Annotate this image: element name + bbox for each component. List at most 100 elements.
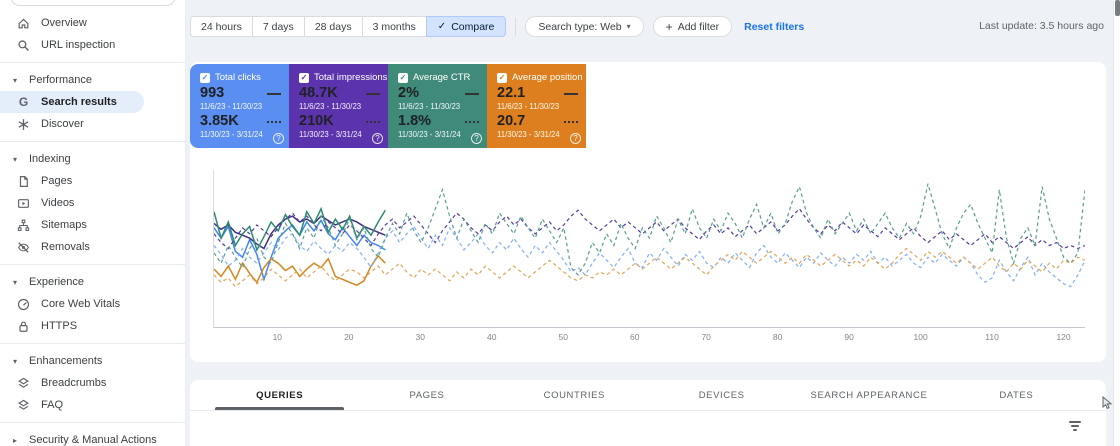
sidebar-item-removals[interactable]: Removals (0, 236, 185, 258)
x-tick-label: 10 (272, 332, 283, 342)
last-update-text: Last update: 3.5 hours ago (979, 20, 1104, 32)
sidebar-section-security-manual-actions[interactable]: ▸ Security & Manual Actions (0, 429, 185, 446)
filter-list-icon[interactable] (1068, 421, 1082, 433)
tabs-divider (190, 410, 1106, 411)
x-tick-label: 30 (415, 332, 425, 342)
sidebar-item-discover[interactable]: Discover (0, 113, 185, 135)
help-icon[interactable]: ? (471, 133, 482, 144)
x-tick-label: 90 (844, 332, 854, 342)
chart-line-average-position-11-6-23-11-30-23 (214, 256, 385, 285)
tab-devices[interactable]: DEVICES (648, 380, 795, 410)
x-tick-label: 70 (701, 332, 711, 342)
sidebar-item-label: FAQ (41, 399, 64, 411)
metric-checkbox[interactable]: ✓ (299, 72, 309, 83)
chevron-down-icon: ▾ (13, 154, 18, 164)
help-icon[interactable]: ? (273, 133, 284, 144)
pages-icon (17, 175, 30, 188)
compare-button[interactable]: ✓ Compare (425, 16, 507, 37)
tab-search-appearance[interactable]: SEARCH APPEARANCE (795, 380, 942, 410)
sidebar-item-url-inspection[interactable]: URL inspection (0, 34, 185, 56)
metric-card-label: Total impressions (314, 72, 388, 83)
reset-filters-link[interactable]: Reset filters (744, 20, 805, 33)
date-range-7-days-button[interactable]: 7 days (251, 16, 304, 37)
sidebar-section-label: Security & Manual Actions (29, 434, 157, 446)
sidebar-item-pages[interactable]: Pages (0, 170, 185, 192)
sidebar-item-https[interactable]: HTTPS (0, 315, 185, 337)
add-filter-button[interactable]: + Add filter (652, 16, 733, 37)
sidebar-section-label: Indexing (29, 153, 71, 165)
eye-off-icon (17, 241, 30, 254)
metric-card-average-ctr[interactable]: ✓ Average CTR 2% 11/6/23 - 11/30/23 1.8%… (388, 64, 487, 148)
metric-checkbox[interactable]: ✓ (200, 72, 210, 83)
metric-card-total-clicks[interactable]: ✓ Total clicks 993 11/6/23 - 11/30/23 3.… (190, 64, 289, 148)
sidebar-divider (0, 422, 185, 423)
x-tick-label: 20 (344, 332, 354, 342)
tab-label: PAGES (409, 389, 445, 401)
sidebar-item-label: Core Web Vitals (41, 298, 121, 310)
metric-value-period1: 22.1 (497, 85, 526, 101)
performance-panel: ✓ Total clicks 993 11/6/23 - 11/30/23 3.… (190, 62, 1106, 362)
tab-pages[interactable]: PAGES (353, 380, 500, 410)
metric-range-period1: 11/6/23 - 11/30/23 (497, 102, 560, 111)
layers-icon (17, 399, 30, 412)
sitemaps-icon (17, 219, 30, 232)
sidebar-item-core-web-vitals[interactable]: Core Web Vitals (0, 293, 185, 315)
sidebar-item-faq[interactable]: FAQ (0, 394, 185, 416)
dotted-line-sample-icon (564, 120, 578, 123)
tab-label: DEVICES (698, 389, 745, 401)
tab-countries[interactable]: COUNTRIES (501, 380, 648, 410)
scrollbar-thumb[interactable] (1115, 0, 1120, 16)
sidebar-item-label: Videos (41, 197, 75, 209)
metric-range-period1: 11/6/23 - 11/30/23 (398, 102, 461, 111)
sidebar-item-videos[interactable]: Videos (0, 192, 185, 214)
metric-card-label: Average CTR (413, 72, 471, 83)
metric-value-period1: 48.7K (299, 85, 338, 101)
sidebar-section-enhancements[interactable]: ▾ Enhancements (0, 350, 185, 372)
x-tick-label: 40 (487, 332, 497, 342)
x-tick-label: 120 (1056, 332, 1071, 342)
speedometer-icon (17, 298, 30, 311)
dotted-line-sample-icon (465, 120, 479, 123)
sidebar-item-search-results[interactable]: G Search results (0, 91, 144, 113)
help-icon[interactable]: ? (570, 133, 581, 144)
google-g-icon: G (18, 95, 29, 109)
date-range-24-hours-button[interactable]: 24 hours (190, 16, 252, 37)
dimensions-panel: QUERIES PAGES COUNTRIES DEVICES SEARCH A… (190, 380, 1106, 446)
page-scrollbar[interactable] (1113, 0, 1120, 446)
compare-label: Compare (451, 20, 495, 33)
x-tick-label: 80 (772, 332, 783, 342)
sidebar-item-label: URL inspection (41, 39, 116, 51)
metric-value-period2: 20.7 (497, 113, 526, 129)
metric-range-period2: 11/30/23 - 3/31/24 (299, 130, 362, 139)
sidebar-item-breadcrumbs[interactable]: Breadcrumbs (0, 372, 185, 394)
dotted-line-sample-icon (366, 120, 380, 123)
metric-checkbox[interactable]: ✓ (398, 72, 408, 83)
sidebar-section-indexing[interactable]: ▾ Indexing (0, 148, 185, 170)
sidebar-section-experience[interactable]: ▾ Experience (0, 271, 185, 293)
sidebar-item-label: Sitemaps (41, 219, 87, 231)
sidebar-item-overview[interactable]: Overview (0, 12, 185, 34)
sidebar-section-performance[interactable]: ▾ Performance (0, 69, 185, 91)
plus-icon: + (665, 19, 673, 34)
metric-card-average-position[interactable]: ✓ Average position 22.1 11/6/23 - 11/30/… (487, 64, 586, 148)
metric-checkbox[interactable]: ✓ (497, 72, 507, 83)
date-range-3-months-button[interactable]: 3 months (361, 16, 426, 37)
property-search-box[interactable] (10, 0, 176, 6)
search-type-dropdown[interactable]: Search type: Web ▾ (525, 16, 644, 37)
tab-dates[interactable]: DATES (943, 380, 1090, 410)
tab-label: QUERIES (256, 389, 304, 401)
tab-label: DATES (999, 389, 1034, 401)
date-range-28-days-button[interactable]: 28 days (303, 16, 362, 37)
chevron-down-icon: ▾ (13, 277, 18, 287)
metric-value-period2: 3.85K (200, 113, 239, 129)
performance-chart[interactable] (213, 170, 1085, 328)
metric-card-total-impressions[interactable]: ✓ Total impressions 48.7K 11/6/23 - 11/3… (289, 64, 388, 148)
chart-line-average-position-11-30-23-3-31-24 (214, 249, 1085, 287)
help-icon[interactable]: ? (372, 133, 383, 144)
sidebar-item-label: Breadcrumbs (41, 377, 107, 389)
chart-line-average-ctr-11-30-23-3-31-24 (214, 184, 1085, 275)
sidebar-item-sitemaps[interactable]: Sitemaps (0, 214, 185, 236)
tab-queries[interactable]: QUERIES (206, 380, 353, 410)
metric-value-period1: 2% (398, 85, 419, 101)
sidebar-divider (0, 264, 185, 265)
